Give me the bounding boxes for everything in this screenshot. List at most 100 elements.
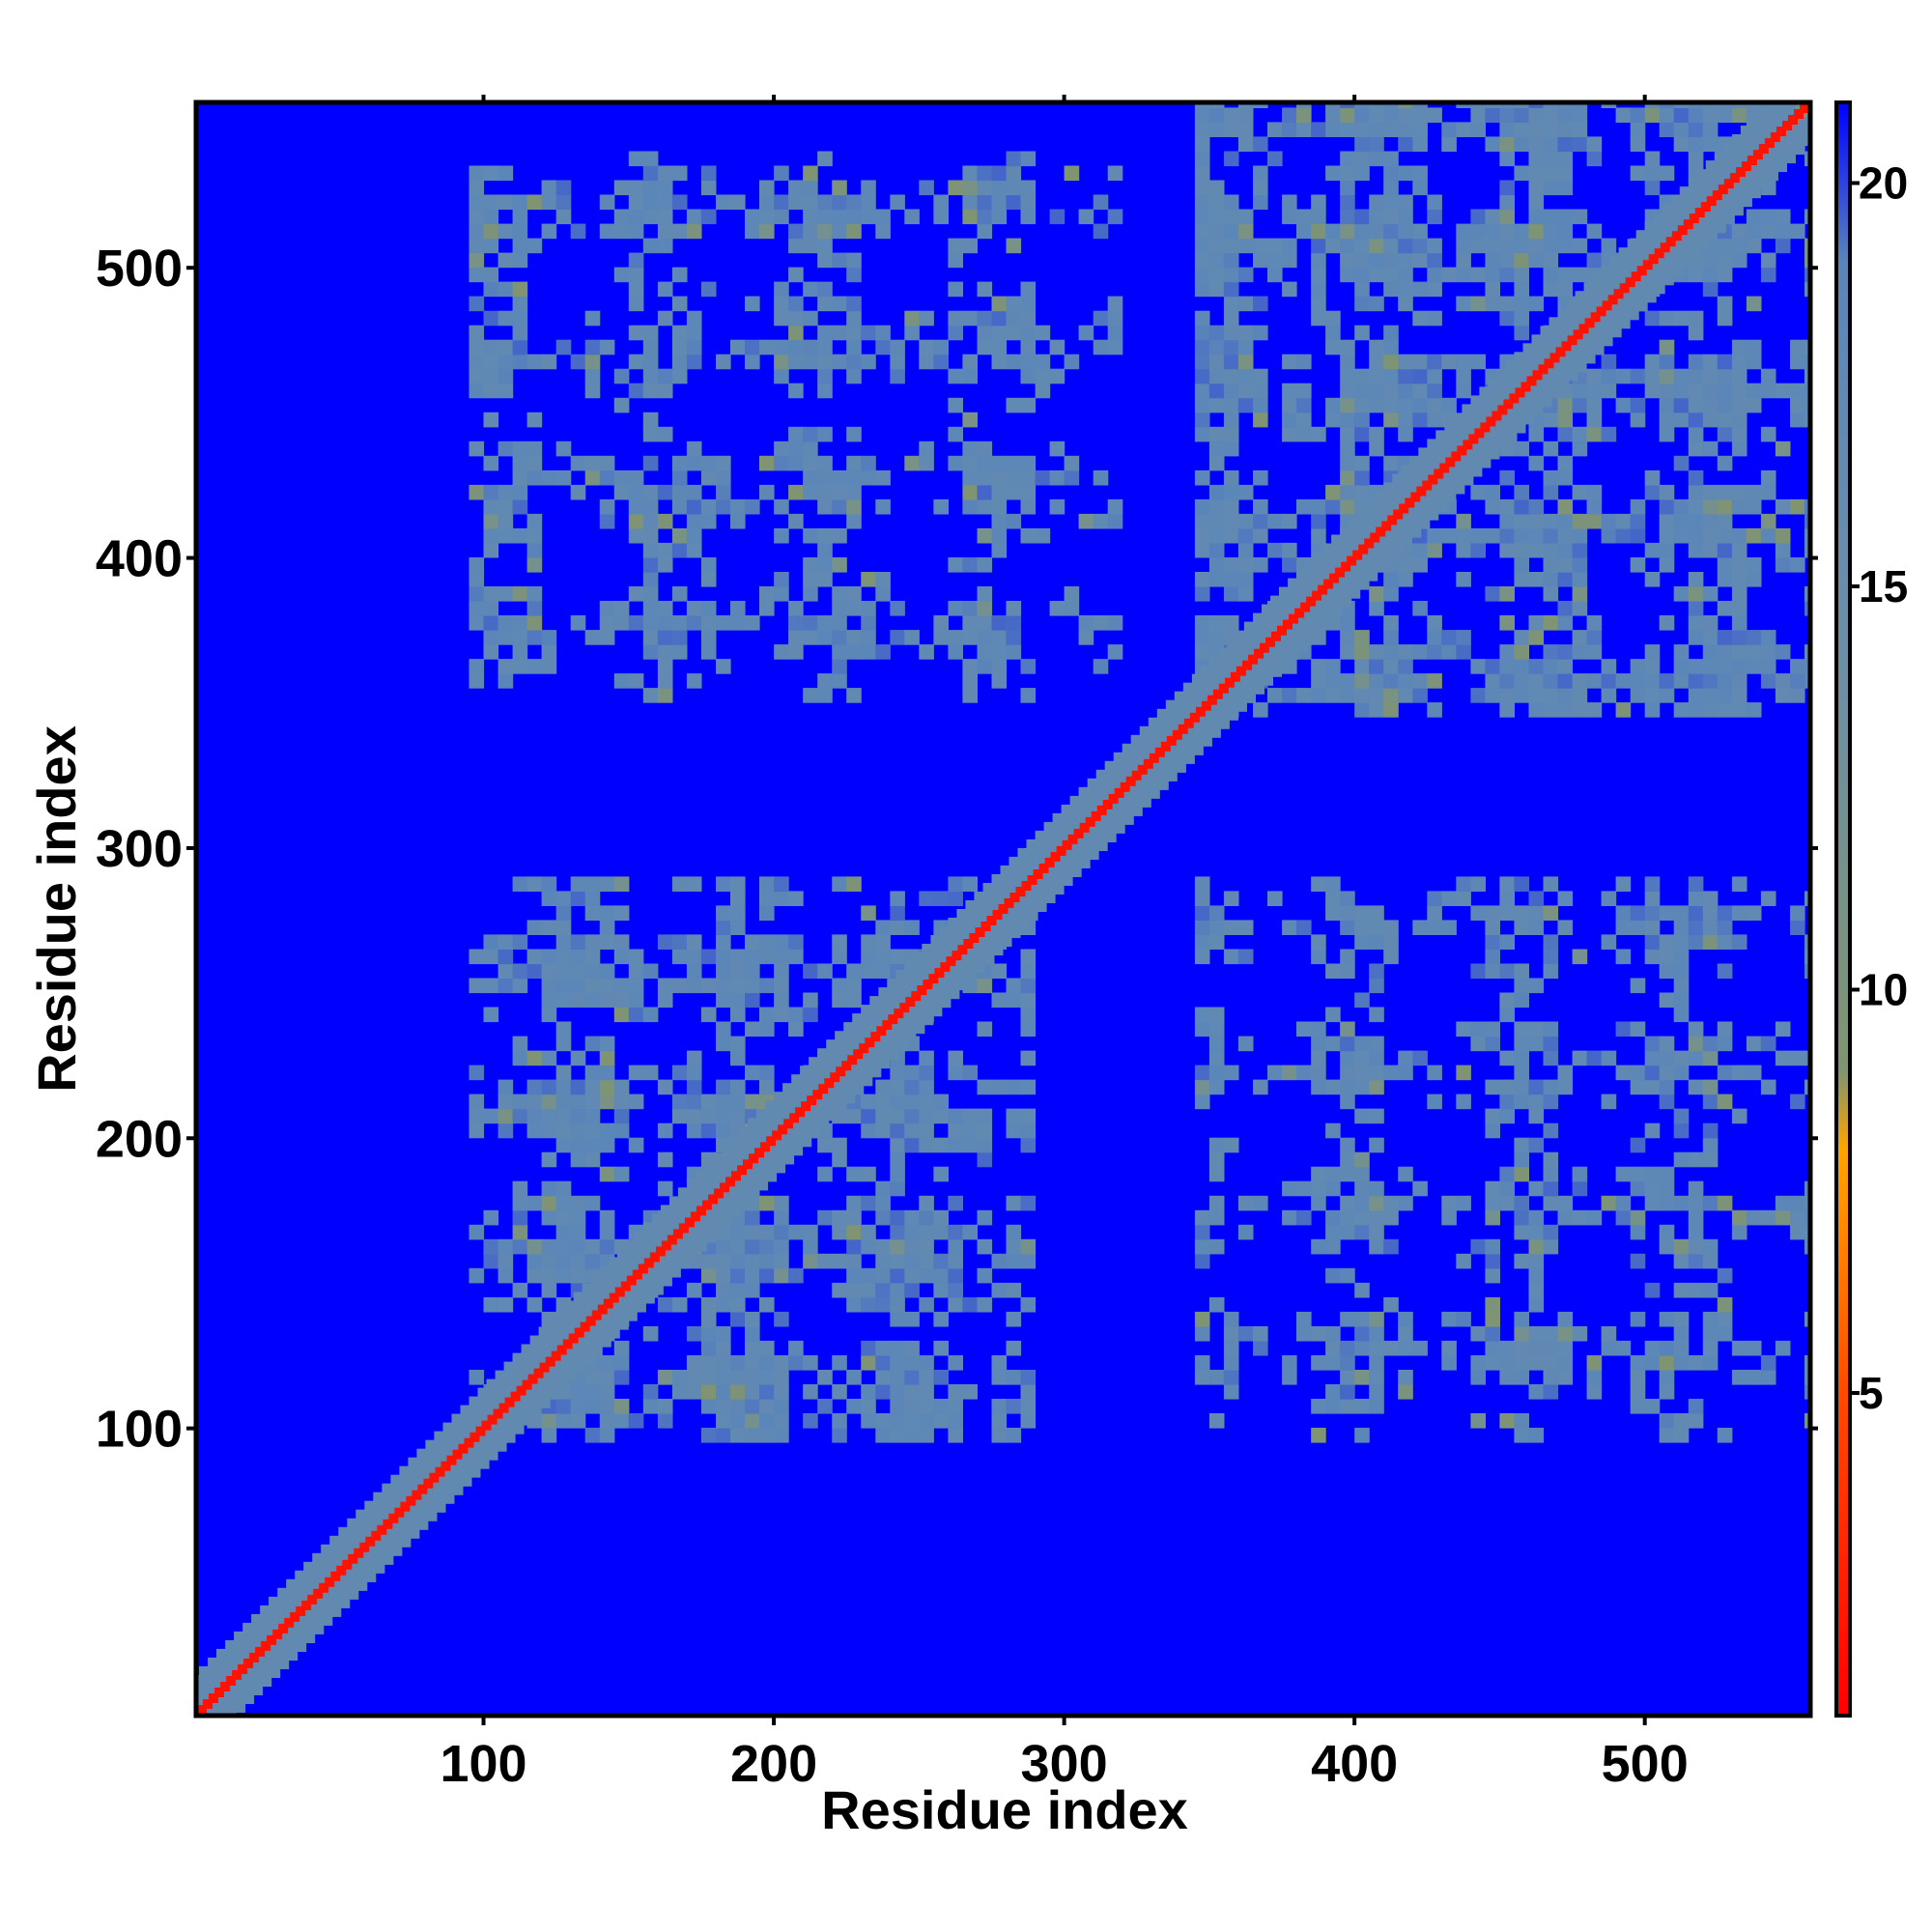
heatmap-diagonal-cell (1706, 196, 1717, 207)
heatmap-cell (1311, 1079, 1326, 1095)
heatmap-cell (1354, 905, 1370, 921)
heatmap-diagonal-cell (1137, 764, 1148, 775)
heatmap-cell (774, 527, 789, 544)
heatmap-cell (1383, 934, 1399, 950)
heatmap-cell (1659, 905, 1675, 921)
heatmap-cell (1020, 310, 1037, 327)
heatmap-cell (1340, 223, 1355, 240)
heatmap-cell (1659, 934, 1675, 950)
heatmap-cell (584, 1108, 601, 1124)
heatmap-cell (846, 1224, 862, 1240)
heatmap-diagonal-cell (801, 1101, 811, 1112)
heatmap-cell (1383, 354, 1399, 370)
heatmap-cell (1354, 1325, 1370, 1342)
heatmap-diagonal-cell (325, 1577, 335, 1587)
heatmap-cell (1804, 238, 1810, 254)
heatmap-cell (497, 949, 514, 965)
heatmap-cell (1470, 122, 1486, 137)
heatmap-cell (1470, 354, 1486, 370)
heatmap-cell (1514, 252, 1529, 269)
heatmap-cell (991, 1428, 1008, 1443)
heatmap-cell (1528, 920, 1545, 935)
heatmap-cell (686, 934, 702, 950)
heatmap-cell (526, 615, 543, 631)
heatmap-cell (1267, 252, 1283, 269)
heatmap-cell (613, 209, 630, 225)
heatmap-cell (1470, 659, 1486, 674)
heatmap-cell (861, 1195, 876, 1211)
heatmap-cell (1702, 1238, 1719, 1255)
heatmap-diagonal-cell (1405, 497, 1415, 508)
heatmap-cell (1456, 1253, 1471, 1269)
heatmap-cell (745, 1399, 760, 1414)
heatmap-cell (1194, 412, 1210, 428)
heatmap-cell (700, 1340, 717, 1356)
heatmap-cell (1223, 397, 1239, 413)
heatmap-cell (1499, 180, 1515, 196)
heatmap-cell (1398, 1370, 1413, 1385)
heatmap-cell (657, 165, 673, 182)
heatmap-cell (1369, 1238, 1384, 1255)
heatmap-cell (497, 630, 514, 645)
heatmap-cell (1311, 1238, 1326, 1255)
heatmap-cell (846, 194, 862, 211)
heatmap-cell (1659, 688, 1675, 703)
heatmap-cell (1194, 1355, 1210, 1371)
heatmap-cell (700, 498, 717, 515)
heatmap-cell (962, 557, 978, 573)
heatmap-cell (512, 296, 528, 312)
heatmap-cell (1296, 397, 1312, 413)
heatmap-diagonal-cell (296, 1605, 306, 1616)
heatmap-cell (1354, 1050, 1370, 1066)
heatmap-cell (1528, 1267, 1545, 1284)
heatmap-diagonal-cell (429, 1472, 440, 1483)
heatmap-cell (526, 1296, 543, 1313)
heatmap-cell (1282, 542, 1297, 558)
heatmap-cell (1223, 281, 1239, 298)
heatmap-cell (1514, 527, 1529, 544)
heatmap-cell (483, 455, 499, 471)
heatmap-cell (991, 455, 1008, 471)
heatmap-cell (555, 1399, 572, 1414)
heatmap-cell (745, 354, 760, 370)
heatmap-cell (1383, 702, 1399, 718)
heatmap-cell (890, 354, 905, 370)
heatmap-diagonal-cell (749, 1153, 758, 1164)
heatmap-cell (1644, 688, 1661, 703)
heatmap-cell (803, 1413, 818, 1429)
heatmap-cell (526, 963, 543, 980)
heatmap-cell (1485, 1122, 1500, 1139)
heatmap-cell (1528, 688, 1545, 703)
heatmap-cell (1194, 920, 1210, 935)
heatmap-diagonal-cell (853, 1049, 864, 1060)
heatmap-cell (1731, 238, 1747, 254)
heatmap-cell (1456, 368, 1471, 384)
heatmap-cell (584, 455, 601, 471)
heatmap-cell (483, 165, 499, 182)
heatmap-cell (1514, 978, 1529, 994)
heatmap-cell (1630, 978, 1646, 994)
heatmap-cell (890, 1413, 905, 1429)
heatmap-cell (1702, 905, 1719, 921)
heatmap-cell (1237, 1195, 1254, 1211)
heatmap-cell (1253, 412, 1268, 428)
heatmap-cell (1049, 440, 1065, 457)
heatmap-cell (686, 1370, 702, 1385)
heatmap-cell (628, 615, 644, 631)
heatmap-cell (716, 934, 731, 950)
heatmap-cell (1673, 498, 1690, 515)
heatmap-cell (570, 484, 586, 500)
heatmap-cell (817, 325, 833, 341)
heatmap-diagonal-cell (412, 1490, 422, 1500)
heatmap-cell (1470, 238, 1486, 254)
heatmap-cell (1325, 891, 1341, 906)
heatmap-cell (1456, 542, 1471, 558)
heatmap-cell (1543, 1050, 1559, 1066)
heatmap-cell (1456, 296, 1471, 312)
heatmap-cell (962, 630, 978, 645)
heatmap-cell (1456, 644, 1471, 660)
heatmap-cell (1731, 905, 1747, 921)
heatmap-diagonal-cell (824, 1078, 835, 1089)
heatmap-cell (1369, 1050, 1384, 1066)
heatmap-cell (919, 1296, 934, 1313)
